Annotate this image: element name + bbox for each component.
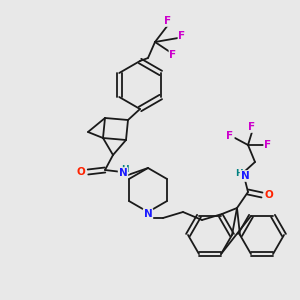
Text: O: O <box>76 167 85 177</box>
Text: F: F <box>169 50 177 60</box>
Text: H: H <box>235 169 243 178</box>
Text: N: N <box>144 209 152 219</box>
Text: F: F <box>226 131 234 141</box>
Text: F: F <box>178 31 186 41</box>
Text: F: F <box>164 16 172 26</box>
Text: N: N <box>118 168 127 178</box>
Text: O: O <box>265 190 273 200</box>
Text: H: H <box>121 164 129 173</box>
Text: N: N <box>241 171 249 181</box>
Text: F: F <box>248 122 256 132</box>
Text: F: F <box>264 140 272 150</box>
